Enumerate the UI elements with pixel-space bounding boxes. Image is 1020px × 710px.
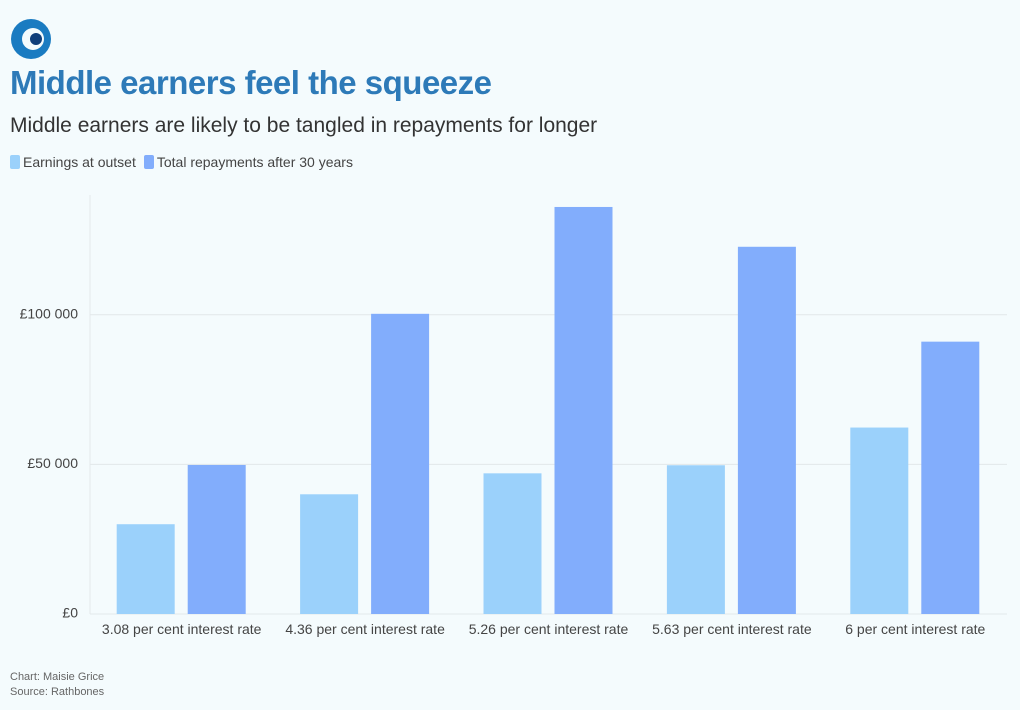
chart-subtitle: Middle earners are likely to be tangled … xyxy=(10,114,598,137)
credit: Chart: Maisie Grice xyxy=(10,671,105,683)
bar xyxy=(483,473,542,614)
x-tick-label: 6 per cent interest rate xyxy=(845,621,986,637)
source: Source: Rathbones xyxy=(10,686,105,698)
logo-dot xyxy=(30,33,42,45)
bar xyxy=(921,341,980,614)
bar xyxy=(116,524,175,614)
logo xyxy=(11,19,51,59)
bar xyxy=(371,313,430,614)
bar xyxy=(300,494,359,614)
legend-label: Earnings at outset xyxy=(23,154,136,170)
legend-swatch xyxy=(143,155,154,169)
bar xyxy=(850,427,909,614)
legend-item: Total repayments after 30 years xyxy=(143,154,353,170)
legend-swatch xyxy=(10,155,20,169)
bar xyxy=(187,464,246,614)
legend: Earnings at outset Total repayments after… xyxy=(10,154,353,170)
y-tick-label: £100 000 xyxy=(20,305,79,321)
legend-item: Earnings at outset xyxy=(10,154,136,170)
x-tick-label: 5.26 per cent interest rate xyxy=(468,621,629,637)
y-tick-label: £50 000 xyxy=(27,455,78,471)
y-tick-label: £0 xyxy=(62,605,78,621)
x-tick-label: 5.63 per cent interest rate xyxy=(652,621,812,637)
bar xyxy=(554,206,613,614)
x-tick-label: 3.08 per cent interest rate xyxy=(101,621,262,637)
chart-title: Middle earners feel the squeeze xyxy=(10,64,492,101)
x-tick-label: 4.36 per cent interest rate xyxy=(285,621,445,637)
bar xyxy=(737,246,796,614)
bar xyxy=(666,465,725,614)
legend-label: Total repayments after 30 years xyxy=(156,154,353,170)
